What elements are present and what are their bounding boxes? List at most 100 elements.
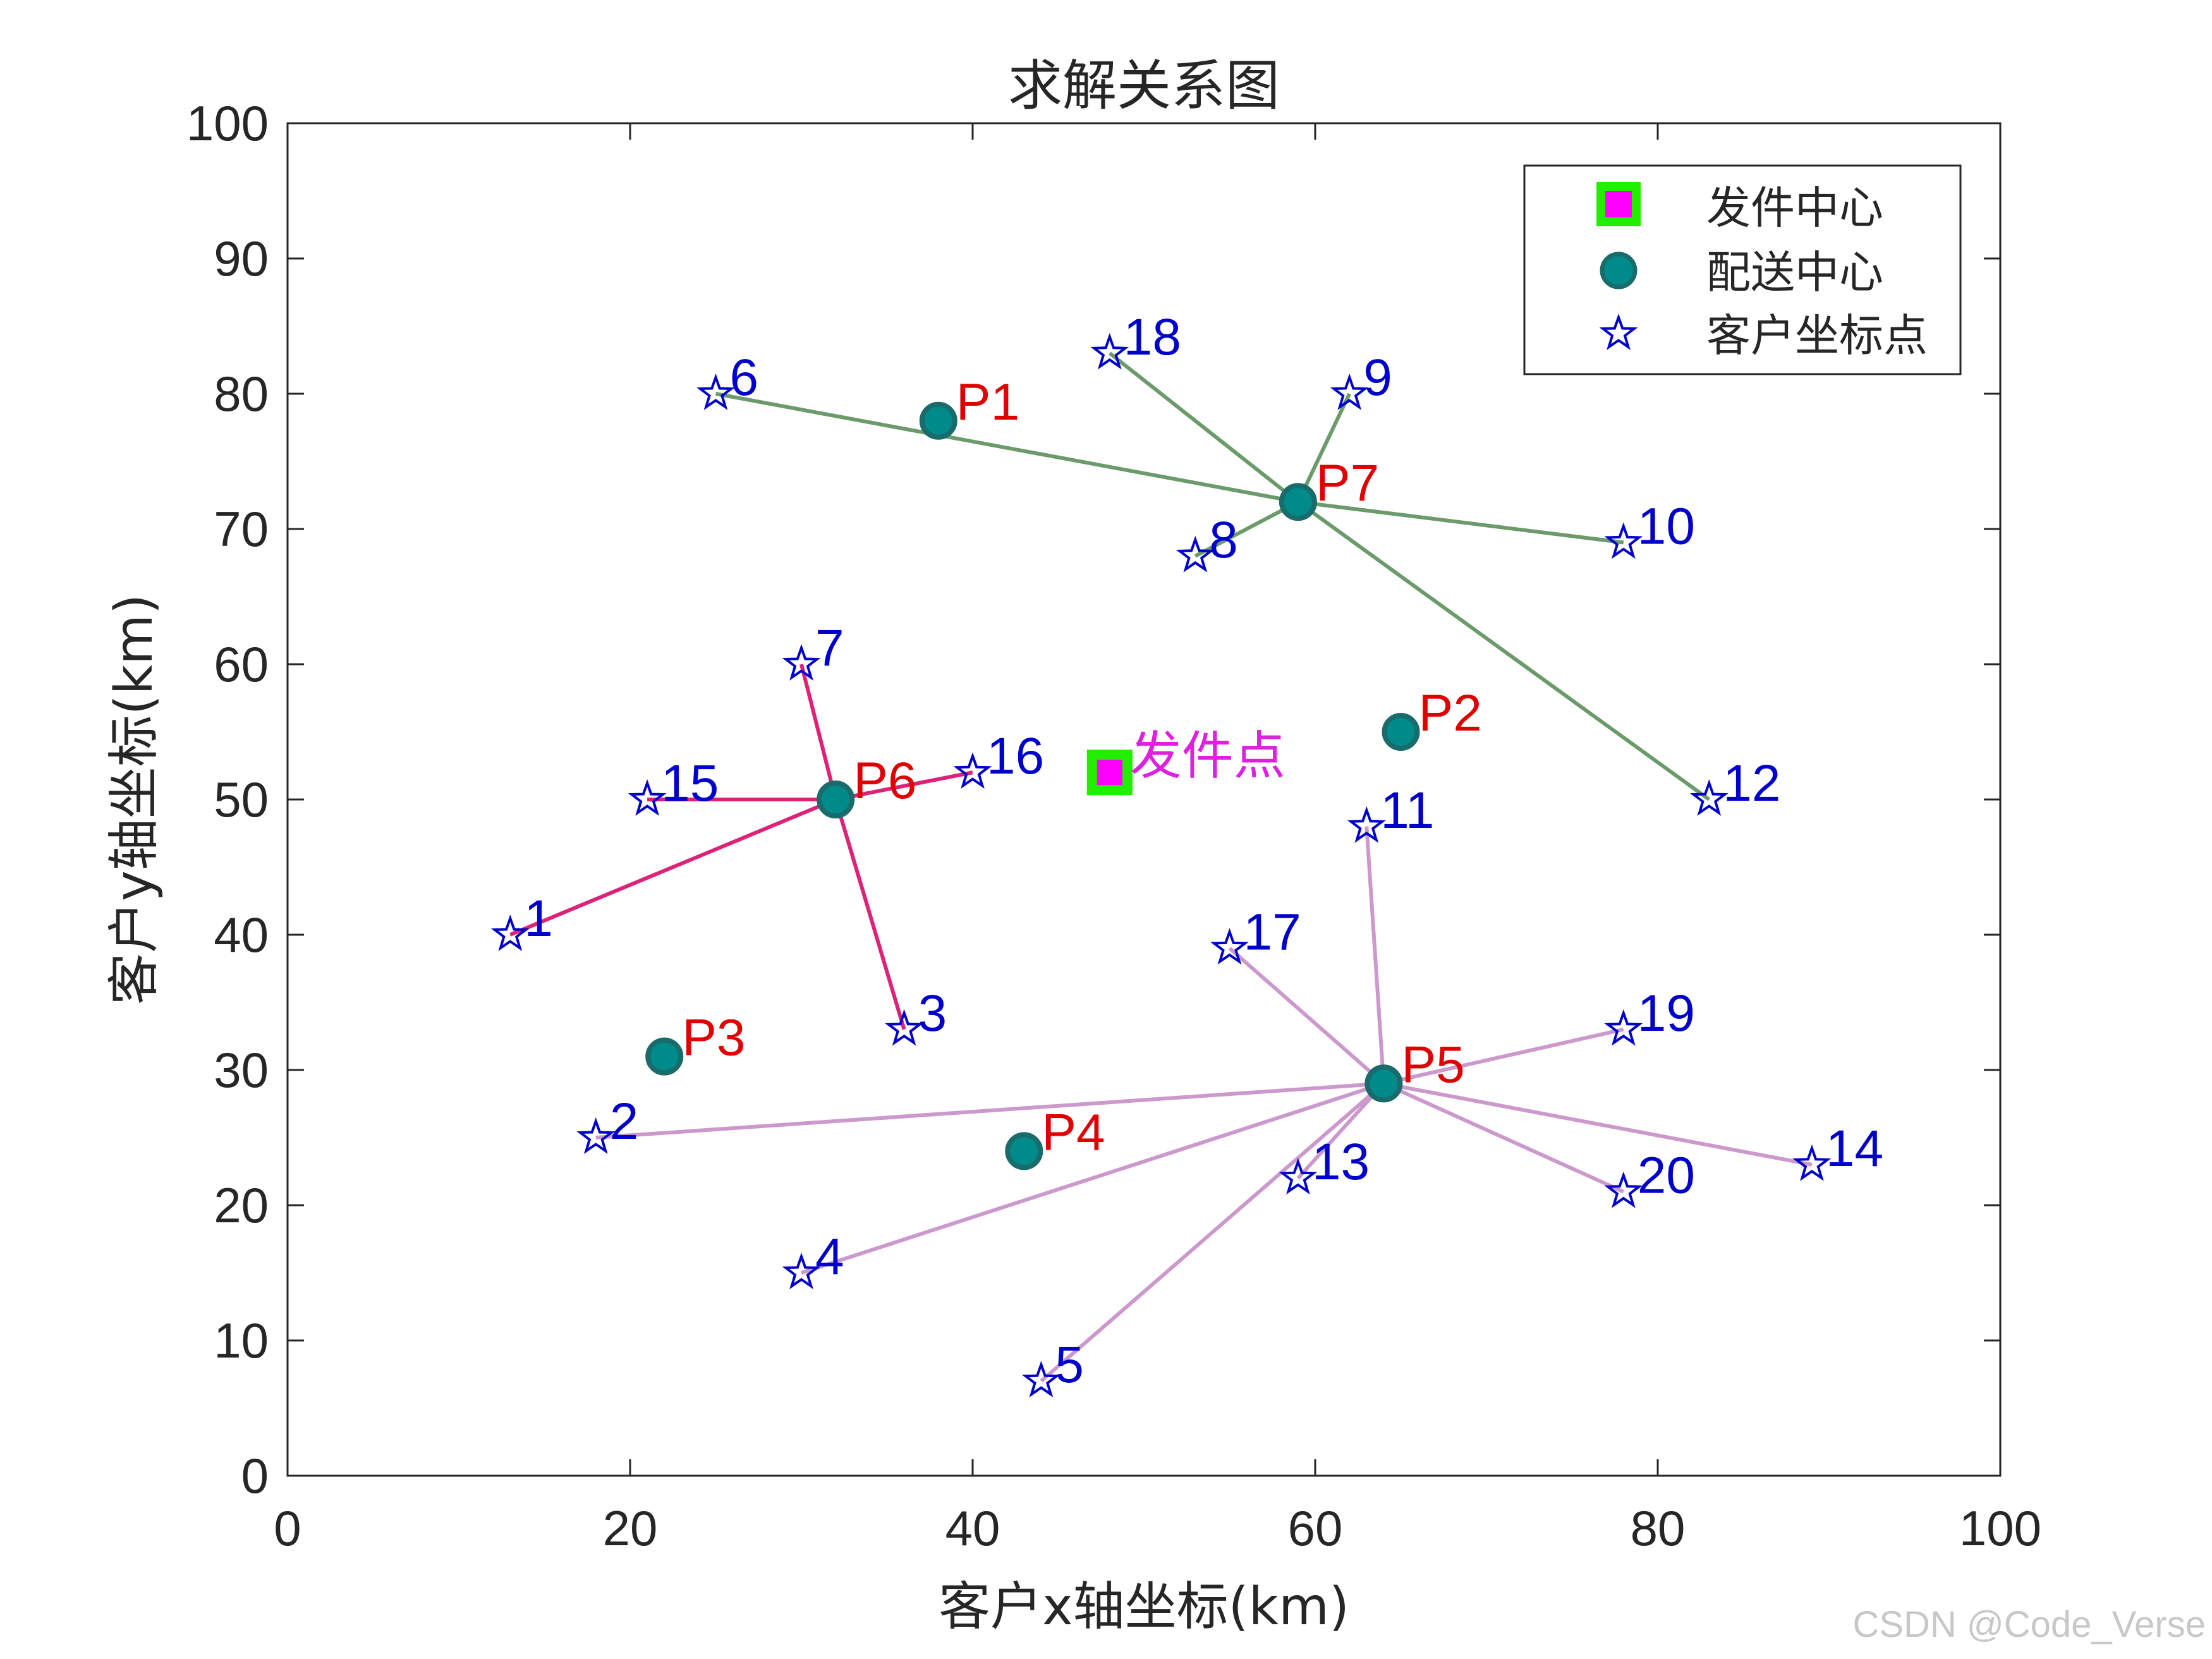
assignment-line	[509, 798, 837, 937]
assignment-line	[1383, 1081, 1625, 1194]
customer-star	[1604, 1171, 1643, 1208]
assignment-line	[1228, 947, 1385, 1085]
assignment-lines	[509, 351, 1813, 1383]
assignment-line	[1296, 1082, 1385, 1180]
y-tick-label: 80	[214, 366, 269, 422]
legend-label-customer: 客户坐标点	[1706, 310, 1928, 362]
customer-label: 17	[1244, 903, 1301, 961]
distribution-center-marker	[919, 401, 957, 440]
customer-star	[1330, 374, 1369, 410]
legend-label-shipping-center: 发件中心	[1706, 182, 1883, 234]
x-tick-label: 80	[1631, 1500, 1686, 1556]
customer-star	[696, 374, 735, 410]
distribution-center-label: P6	[853, 752, 916, 810]
customer-label: 8	[1209, 511, 1238, 569]
customer-star	[1347, 806, 1386, 843]
customer-star	[953, 752, 992, 789]
legend-marker-distribution-center	[1600, 252, 1638, 289]
customer-star	[1210, 928, 1249, 965]
customer-label: 6	[730, 349, 759, 406]
x-tick-label: 0	[274, 1500, 301, 1556]
distribution-center-label: P2	[1419, 684, 1482, 742]
assignment-line	[799, 664, 838, 800]
x-tick-label: 40	[945, 1500, 1000, 1556]
x-tick-label: 60	[1288, 1500, 1343, 1556]
legend: 发件中心 配送中心 客户坐标点	[1523, 164, 1962, 375]
customer-label: 15	[661, 755, 719, 812]
y-tick-label: 20	[214, 1177, 269, 1233]
customer-label: 11	[1380, 782, 1434, 839]
assignment-line	[1296, 392, 1351, 503]
x-tick-label: 100	[1959, 1500, 2041, 1556]
y-tick-label: 50	[214, 772, 269, 827]
customer-label: 10	[1638, 497, 1695, 555]
distribution-center-marker	[645, 1037, 684, 1076]
y-tick-label: 30	[214, 1042, 269, 1098]
customer-label: 19	[1638, 985, 1695, 1042]
assignment-line	[1383, 1027, 1624, 1086]
assignment-line	[595, 1081, 1384, 1139]
y-tick-label: 10	[214, 1313, 269, 1368]
assignment-line	[801, 1081, 1385, 1275]
customer-star	[1689, 779, 1729, 816]
customer-star	[628, 779, 667, 816]
distribution-center-marker	[1382, 713, 1420, 751]
customer-label: 13	[1312, 1133, 1370, 1191]
customer-star	[1604, 522, 1643, 559]
y-tick-label: 70	[214, 501, 269, 557]
customer-label: 18	[1124, 308, 1181, 366]
assignment-line	[1108, 351, 1299, 504]
customer-label: 2	[610, 1093, 639, 1150]
customer-star	[1279, 1158, 1318, 1195]
customer-label: 3	[918, 985, 947, 1042]
markers	[490, 332, 1832, 1398]
assignment-line	[1364, 826, 1386, 1084]
y-tick-label: 100	[186, 95, 269, 151]
customer-star	[1021, 1361, 1060, 1398]
chart-title: 求解关系图	[1008, 54, 1280, 118]
assignment-line	[835, 770, 973, 801]
customer-label: 1	[524, 890, 553, 947]
x-axis-title: 客户x轴坐标(km)	[939, 1577, 1349, 1637]
y-tick-label: 90	[214, 231, 269, 286]
customer-star	[1176, 535, 1215, 573]
y-tick-label: 40	[214, 907, 269, 963]
customer-label: 4	[815, 1228, 844, 1285]
axis-ticks: 0 20 40 60 80 100 0 10 20 30 40 50 60 70 80 90 100	[186, 95, 2041, 1556]
assignment-line	[834, 799, 906, 1030]
customer-label: 12	[1723, 755, 1780, 812]
assignment-line	[1297, 500, 1711, 801]
customer-label: 20	[1638, 1147, 1695, 1205]
y-axis-title: 客户y轴坐标(km)	[104, 594, 164, 1005]
distribution-center-marker	[1364, 1064, 1403, 1103]
customer-star	[576, 1117, 616, 1154]
shipping-center-label: 发件点	[1130, 726, 1285, 786]
shipping-center-marker	[1086, 750, 1133, 796]
legend-label-distribution-center: 配送中心	[1706, 246, 1883, 298]
customer-star	[885, 1009, 924, 1046]
distribution-center-marker	[1005, 1132, 1043, 1170]
customer-star	[782, 644, 821, 681]
legend-marker-customer	[1599, 313, 1638, 350]
distribution-center-marker	[1279, 483, 1317, 521]
distribution-center-label: P7	[1316, 454, 1379, 512]
distribution-center-label: P1	[956, 374, 1019, 431]
y-tick-label: 0	[241, 1448, 269, 1504]
customer-star	[782, 1253, 821, 1289]
customer-label: 16	[987, 727, 1044, 785]
x-tick-label: 20	[603, 1500, 658, 1556]
distribution-center-marker	[817, 781, 855, 818]
assignment-line	[1194, 500, 1299, 558]
customer-star	[1792, 1144, 1832, 1181]
y-tick-label: 60	[214, 636, 269, 692]
assignment-line	[1040, 1082, 1385, 1383]
assignment-line	[1297, 500, 1624, 545]
customer-label: 5	[1055, 1336, 1084, 1394]
distribution-center-label: P3	[682, 1009, 745, 1067]
customer-star	[1090, 332, 1129, 370]
customer-star	[1604, 1009, 1643, 1046]
assignment-line	[715, 392, 1299, 504]
customer-star	[490, 915, 530, 951]
